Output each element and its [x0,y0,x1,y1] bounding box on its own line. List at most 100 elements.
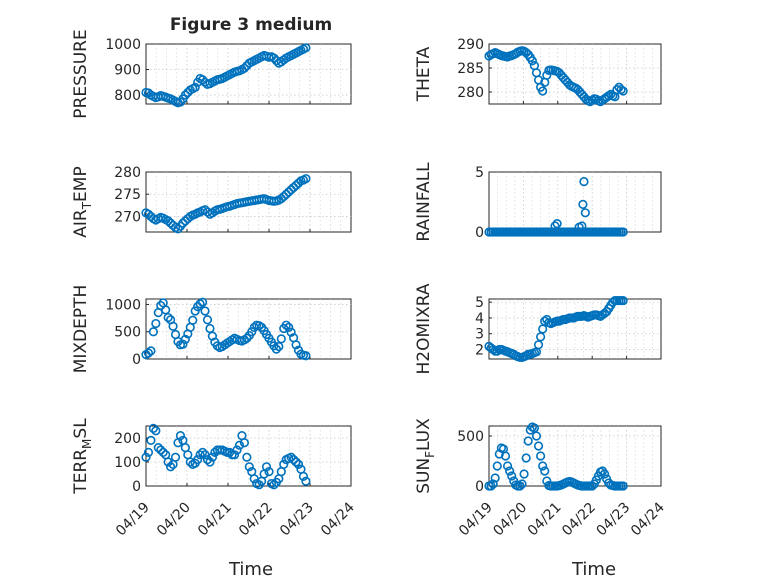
data-point [146,346,156,356]
y-axis-label: THETA [414,46,434,102]
data-point [197,447,208,458]
data-point [604,91,614,101]
data-point [168,321,178,331]
data-point [517,479,527,489]
y-axis-label: AIRTEMP [71,166,94,237]
x-tick-label: 04/22 [559,500,599,540]
y-tick-label: 0 [475,225,484,241]
data-point [505,466,515,476]
y-axis-label: TERRMSL [71,418,94,495]
data-point [158,447,168,458]
data-point [618,227,628,237]
x-axis-label-right: Time [571,559,616,580]
x-tick-label: 04/23 [277,500,317,540]
data-point [531,431,542,441]
data-point [151,426,161,436]
data-point [291,340,301,350]
y-tick-label: 200 [114,431,141,447]
data-point [143,348,154,358]
y-tick-label: 1000 [105,297,141,313]
plot-frame [488,171,662,233]
y-tick-label: 3 [475,327,484,343]
data-point [486,481,496,491]
data-point [163,312,173,323]
data-point [178,339,188,349]
data-point [540,466,550,476]
series-markers [141,43,311,108]
series-markers [484,177,628,237]
data-point [200,306,210,316]
data-point [143,447,154,458]
data-point [151,318,161,329]
series-markers [141,174,311,234]
y-tick-label: 2 [475,343,484,359]
y-axis-label: RAINFALL [414,162,434,242]
x-tick-label: 04/22 [236,500,276,540]
data-point [271,344,281,354]
x-tick-label: 04/23 [594,500,634,540]
data-point [301,43,311,53]
subplot-air: 270 275 280 AIRTEMP [71,165,352,238]
data-point [193,455,203,465]
data-point [234,440,245,450]
y-tick-label: 1000 [105,37,141,53]
data-point [180,334,190,344]
data-point [205,457,215,467]
data-point [521,453,531,463]
data-point [538,461,548,471]
data-point [587,481,597,491]
data-point [239,63,249,73]
subplot-pressure: 800 900 1000 PRESSURE [71,29,352,119]
data-point [156,445,166,455]
series-markers [141,423,311,490]
data-point [279,459,289,470]
data-point [173,224,183,234]
data-point [599,469,610,479]
y-tick-label: 285 [457,61,484,77]
data-point [148,423,158,434]
data-point [163,457,173,467]
data-point [618,481,628,491]
data-point [148,327,158,337]
x-tick-label: 04/20 [490,500,530,540]
subplot-terr: 04/19 04/20 04/21 04/22 04/23 04/24 0 100 200 TER… [71,418,358,540]
data-point [490,473,500,483]
y-tick-label: 100 [114,455,141,471]
x-tick-label: 04/20 [154,500,194,540]
data-point [507,471,517,481]
y-tick-label: 500 [457,429,484,445]
data-point [291,457,301,467]
y-tick-label: 280 [114,165,141,181]
subplot-theta: 280 285 290 THETA [414,37,662,107]
data-point [580,208,590,218]
y-tick-label: 5 [475,165,484,181]
data-point [587,95,597,105]
data-point [618,86,628,96]
y-tick-label: 4 [475,311,484,327]
figure-title: Figure 3 medium [170,15,332,35]
x-tick-label: 04/19 [113,500,153,540]
data-point [301,476,311,486]
plot-frame [488,298,662,360]
data-point [188,315,198,325]
data-point [577,221,587,231]
y-tick-label: 280 [457,85,484,101]
y-axis-label: PRESSURE [71,29,91,118]
data-point [284,322,294,332]
y-axis-label: H2OMIXRA [414,283,434,374]
x-tick-label: 04/24 [628,499,668,539]
data-point [616,84,626,95]
data-point [197,75,208,85]
y-axis-label: MIXDEPTH [71,285,91,374]
data-point [515,481,525,491]
data-point [269,480,279,490]
x-tick-label: 04/21 [525,500,565,540]
data-point [202,455,213,465]
data-point [261,462,272,472]
data-point [207,452,218,462]
data-point [242,452,252,462]
